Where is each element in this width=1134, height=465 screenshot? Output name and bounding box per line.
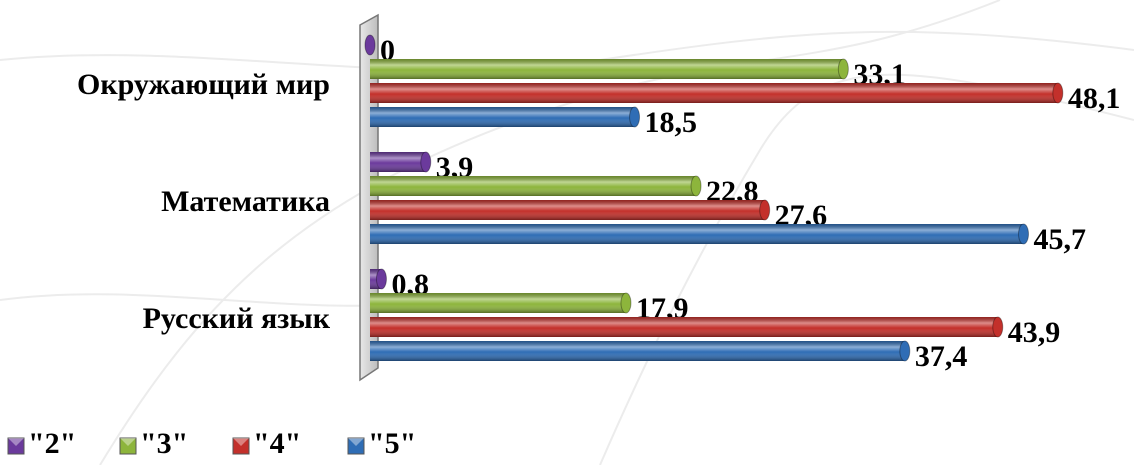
bar-cap [899,340,911,362]
bar-group [370,268,387,290]
bar-group [370,82,1064,104]
legend-label: "4" [253,427,301,460]
legend-swatch [232,437,250,455]
data-label: 18,5 [645,106,698,139]
bar-cap [364,34,376,56]
legend-swatch-shade [348,438,364,446]
data-label: 43,9 [1008,316,1061,349]
bar-group [370,151,432,173]
bar-shade [370,224,1024,244]
bar-cap [1018,223,1030,245]
bar-shade [370,200,765,220]
bar-shade [370,269,382,289]
category-label: Математика [161,185,330,218]
bar-shade [370,152,426,172]
data-label: 48,1 [1068,82,1121,115]
bar-cap [1052,82,1064,104]
bar-cap [629,106,641,128]
bar-group [370,223,1030,245]
bar-shade [370,59,844,79]
legend-label: "5" [368,427,416,460]
data-label: 45,7 [1034,223,1087,256]
category-label: Окружающий мир [77,68,330,101]
legend-swatch [119,437,137,455]
data-label: 37,4 [915,340,968,373]
bar-cap [759,199,771,221]
bar-cap [420,151,432,173]
bar-shade [370,107,635,127]
bar-cap [992,316,1004,338]
bar-cap [375,268,387,290]
bar-shade [370,83,1058,103]
bar-group [370,175,702,197]
bar-group [370,316,1004,338]
bar-cap [620,292,632,314]
legend-swatch [7,437,25,455]
bar-group [364,34,376,56]
legend-swatch-shade [8,438,24,446]
bar-group [370,106,641,128]
bar-group [370,199,771,221]
bar-shade [370,293,626,313]
bar-shade [370,341,905,361]
data-label: 0 [380,34,395,67]
bar-cap [837,58,849,80]
bar-shade [370,317,998,337]
bar-cap [690,175,702,197]
legend-swatch-shade [120,438,136,446]
category-label: Русский язык [143,302,331,335]
legend-swatch [347,437,365,455]
legend-label: "2" [28,427,76,460]
legend-swatch-shade [233,438,249,446]
bar-group [370,292,632,314]
bar-shade [370,176,697,196]
bar-group [370,58,849,80]
bar-group [370,340,911,362]
legend-label: "3" [140,427,188,460]
